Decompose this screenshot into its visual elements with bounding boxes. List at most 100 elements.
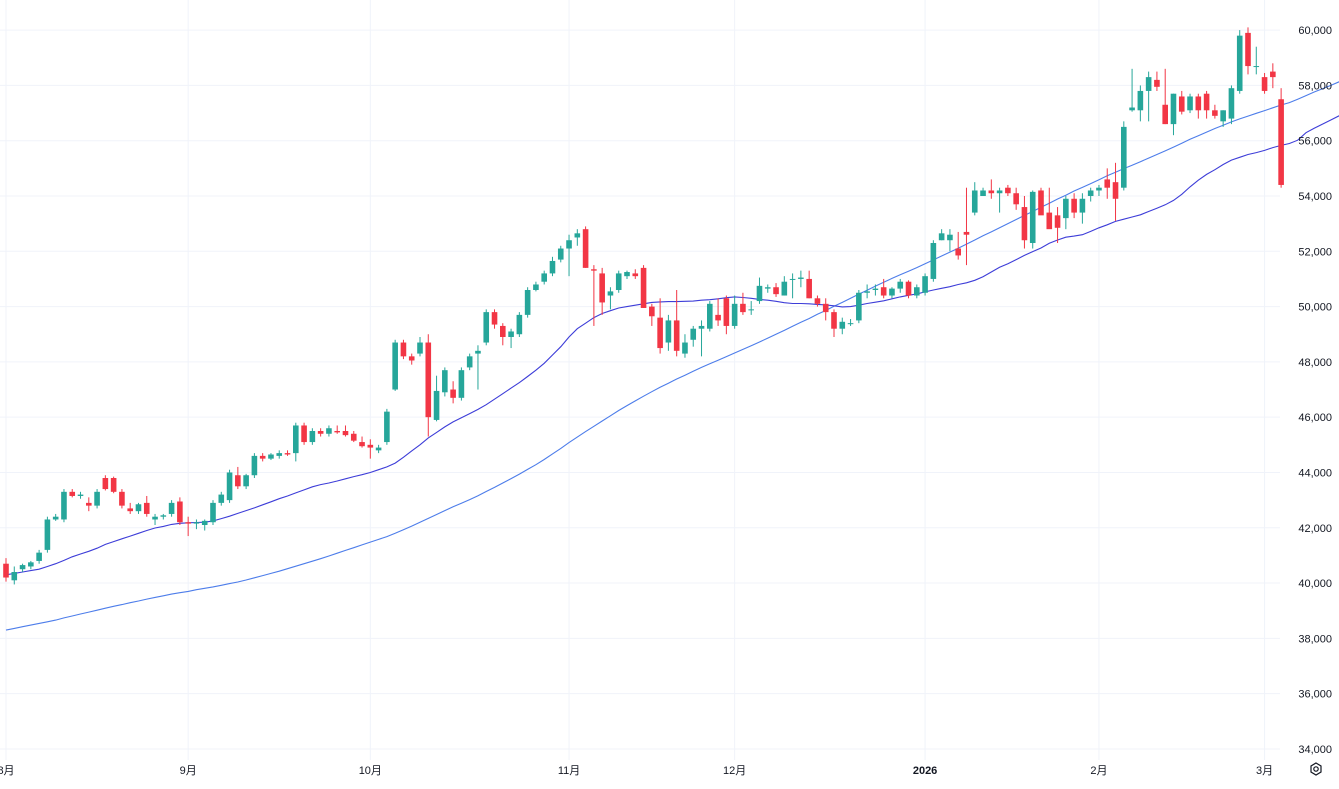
candle[interactable] [516,312,523,337]
candle[interactable] [822,298,829,321]
candle[interactable] [466,353,473,371]
candle[interactable] [52,513,59,521]
candle[interactable] [177,497,183,525]
candle[interactable] [938,229,945,241]
candle[interactable] [1261,72,1268,94]
candle[interactable] [1245,27,1251,75]
candle[interactable] [615,270,622,293]
candle[interactable] [475,345,481,390]
candle[interactable] [442,367,448,397]
candle[interactable] [417,337,423,357]
price-axis[interactable]: 34,000 36,000 38,000 40,000 42,000 44,000 46,0… [1298,25,1332,756]
candle[interactable] [201,519,208,531]
candle[interactable] [1228,85,1235,125]
candle[interactable] [806,270,812,299]
candle[interactable] [1145,71,1152,122]
candle[interactable] [483,309,490,346]
candle[interactable] [773,283,779,297]
candle[interactable] [690,325,697,347]
candle[interactable] [86,497,92,512]
candle[interactable] [1087,187,1094,202]
candle[interactable] [947,229,953,252]
candle[interactable] [309,428,316,445]
candle[interactable] [1278,88,1284,188]
candle[interactable] [44,516,51,553]
candle[interactable] [425,334,432,437]
candle[interactable] [1121,121,1127,191]
candle[interactable] [731,295,738,329]
settings-gear-button[interactable] [1307,760,1325,778]
candle[interactable] [168,500,175,517]
candle[interactable] [980,187,986,196]
candle[interactable] [698,320,705,357]
candle[interactable] [1029,190,1036,249]
candle[interactable] [1203,90,1210,119]
candle[interactable] [864,284,870,299]
candle[interactable] [922,273,928,296]
candle[interactable] [384,408,390,445]
candle[interactable] [243,473,249,490]
candle[interactable] [301,422,307,445]
candle[interactable] [119,489,125,509]
candle[interactable] [392,339,398,391]
candle[interactable] [1137,85,1144,122]
candle[interactable] [541,270,547,285]
candle[interactable] [1071,193,1077,219]
candle[interactable] [914,284,920,299]
candle[interactable] [996,187,1003,213]
candle[interactable] [847,319,854,326]
candle[interactable] [1212,104,1218,119]
candle[interactable] [872,284,879,296]
candle[interactable] [533,281,539,292]
candle[interactable] [963,187,970,266]
candle[interactable] [831,309,837,337]
candle[interactable] [127,502,133,514]
candle[interactable] [549,256,556,277]
candle[interactable] [1079,193,1086,224]
candle[interactable] [317,428,324,437]
candle[interactable] [143,495,150,517]
candle[interactable] [1005,184,1011,196]
candle[interactable] [19,563,26,572]
candle[interactable] [971,182,978,216]
candle[interactable] [94,489,100,509]
candle[interactable] [798,270,804,288]
candle[interactable] [897,278,904,293]
candle[interactable] [930,240,937,282]
candle[interactable] [889,287,895,299]
candle[interactable] [28,560,34,570]
candle[interactable] [607,287,614,310]
candle[interactable] [1220,110,1226,127]
candle[interactable] [1178,90,1185,115]
candle[interactable] [557,245,564,263]
candle[interactable] [524,287,531,318]
candle[interactable] [276,450,283,459]
candle[interactable] [508,328,514,349]
candle[interactable] [491,309,498,329]
candle[interactable] [77,491,84,499]
time-axis[interactable]: 8月 9月 10月 11月 12月 2026 2月 3月 [0,765,1273,777]
candle[interactable] [1046,187,1053,230]
candle[interactable] [268,453,274,461]
candle[interactable] [1063,196,1069,230]
candle[interactable] [1021,196,1028,249]
candle[interactable] [342,425,349,437]
candle[interactable] [400,339,407,360]
candle[interactable] [450,381,456,404]
candle[interactable] [673,290,680,357]
candle[interactable] [152,513,158,525]
candle[interactable] [334,425,340,434]
candle[interactable] [11,566,18,585]
candle[interactable] [259,453,266,462]
candle[interactable] [764,284,771,293]
candle[interactable] [682,334,688,358]
candle[interactable] [649,303,655,326]
candle[interactable] [756,277,763,304]
candle[interactable] [789,273,796,299]
candle[interactable] [1270,63,1276,89]
candle[interactable] [210,500,216,525]
candle[interactable] [1253,46,1260,75]
candle[interactable] [1013,187,1019,210]
candle[interactable] [988,179,995,199]
